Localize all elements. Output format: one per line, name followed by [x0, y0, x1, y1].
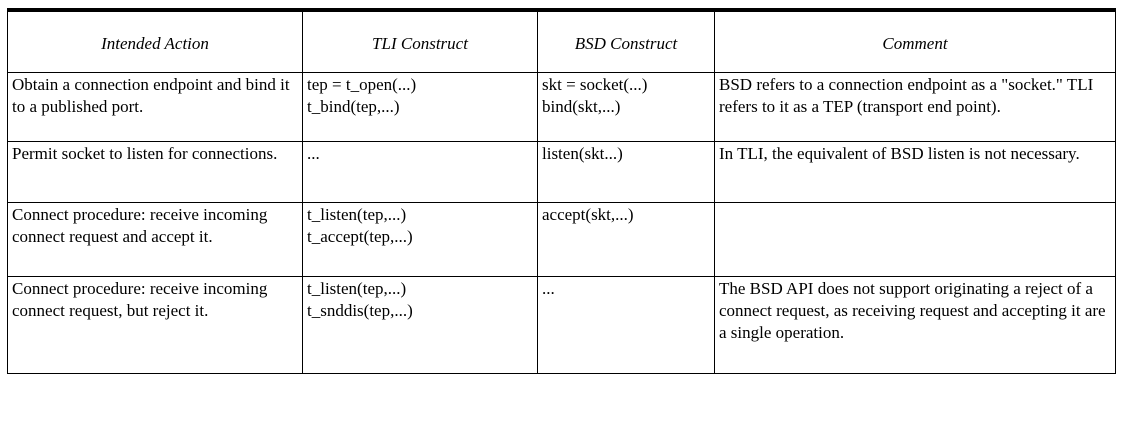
cell-comment: BSD refers to a connection endpoint as a… — [714, 72, 1116, 142]
comparison-table-container: Intended Action TLI Construct BSD Constr… — [7, 8, 1116, 374]
table-row: Connect procedure: receive incoming conn… — [7, 202, 1116, 277]
cell-comment: In TLI, the equivalent of BSD listen is … — [714, 141, 1116, 203]
cell-comment: The BSD API does not support originating… — [714, 276, 1116, 374]
header-comment: Comment — [714, 10, 1116, 73]
cell-bsd-construct: ... — [537, 276, 715, 374]
code-line: bind(skt,...) — [542, 97, 621, 116]
code-line: t_listen(tep,...) — [307, 205, 407, 224]
cell-intended-action: Obtain a connection endpoint and bind it… — [7, 72, 303, 142]
code-line: t_listen(tep,...) — [307, 279, 407, 298]
header-bsd-construct: BSD Construct — [537, 10, 715, 73]
header-tli-construct: TLI Construct — [302, 10, 538, 73]
code-line: ... — [542, 279, 555, 298]
cell-bsd-construct: listen(skt...) — [537, 141, 715, 203]
code-line: listen(skt...) — [542, 144, 623, 163]
cell-tli-construct: t_listen(tep,...) t_accept(tep,...) — [302, 202, 538, 277]
code-line: ... — [307, 144, 320, 163]
code-line: t_snddis(tep,...) — [307, 301, 413, 320]
cell-tli-construct: tep = t_open(...) t_bind(tep,...) — [302, 72, 538, 142]
cell-bsd-construct: accept(skt,...) — [537, 202, 715, 277]
cell-bsd-construct: skt = socket(...) bind(skt,...) — [537, 72, 715, 142]
table-row: Permit socket to listen for connections.… — [7, 141, 1116, 203]
cell-tli-construct: t_listen(tep,...) t_snddis(tep,...) — [302, 276, 538, 374]
cell-intended-action: Connect procedure: receive incoming conn… — [7, 202, 303, 277]
code-line: tep = t_open(...) — [307, 75, 417, 94]
code-line: t_accept(tep,...) — [307, 227, 413, 246]
cell-comment — [714, 202, 1116, 277]
header-intended-action: Intended Action — [7, 10, 303, 73]
header-row: Intended Action TLI Construct BSD Constr… — [7, 10, 1116, 73]
cell-intended-action: Permit socket to listen for connections. — [7, 141, 303, 203]
code-line: t_bind(tep,...) — [307, 97, 400, 116]
code-line: accept(skt,...) — [542, 205, 634, 224]
table-row: Connect procedure: receive incoming conn… — [7, 276, 1116, 374]
code-line: skt = socket(...) — [542, 75, 648, 94]
cell-intended-action: Connect procedure: receive incoming conn… — [7, 276, 303, 374]
table-row: Obtain a connection endpoint and bind it… — [7, 72, 1116, 142]
cell-tli-construct: ... — [302, 141, 538, 203]
tli-bsd-comparison-table: Intended Action TLI Construct BSD Constr… — [7, 8, 1116, 374]
